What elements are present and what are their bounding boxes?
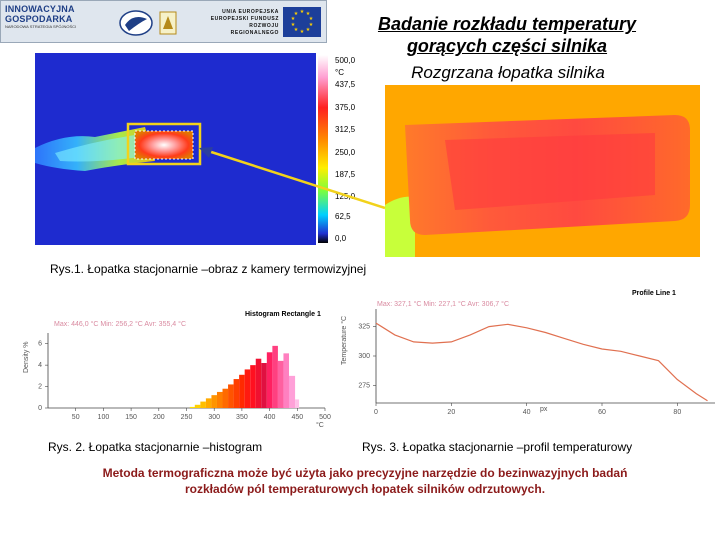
svg-text:★: ★	[309, 22, 314, 28]
scale-top: 500,0	[335, 56, 356, 65]
caption-rys3: Rys. 3. Łopatka stacjonarnie –profil tem…	[362, 440, 633, 454]
histogram-x-tick-label: 300	[208, 414, 220, 421]
histogram-bar	[228, 384, 234, 408]
thermal-image-zoom	[385, 85, 700, 257]
ue-line3: ROZWOJU REGIONALNEGO	[230, 23, 279, 36]
profile-series-line	[375, 322, 708, 402]
profile-y-tick-label: 275	[358, 382, 370, 389]
profile-x-tick-label: 40	[523, 409, 531, 416]
conclusion-line2: rozkładów pól temperaturowych łopatek si…	[184, 482, 546, 496]
histogram-x-tick-label: 450	[291, 414, 303, 421]
histogram-y-tick-label: 2	[38, 384, 42, 391]
svg-text:★: ★	[300, 29, 305, 35]
profile-ylabel: Temperature °C	[340, 316, 348, 365]
histogram-x-tick-label: 100	[98, 414, 110, 421]
innowacyjna-gospodarka-logo: INNOWACYJNA GOSPODARKA NARODOWA STRATEGI…	[5, 4, 93, 40]
ue-text: UNIA EUROPEJSKA EUROPEJSKI FUNDUSZ ROZWO…	[201, 9, 279, 37]
histogram-x-tick-label: 200	[153, 414, 165, 421]
page-title: Badanie rozkładu temperatury gorących cz…	[337, 13, 677, 57]
histogram-bar	[216, 391, 223, 408]
emblem-icon	[119, 10, 153, 36]
scale-label: 312,5	[335, 125, 356, 134]
profile-y-tick-label: 325	[358, 324, 370, 331]
logo-sub: NARODOWA STRATEGIA SPÓJNOŚCI	[5, 24, 77, 29]
histogram-bar	[189, 406, 195, 408]
histogram-stats: Max: 446,0 °C Min: 256,2 °C Avr: 355,4 °…	[54, 320, 186, 328]
histogram-bar	[277, 360, 284, 408]
profile-x-tick-label: 0	[374, 409, 378, 416]
histogram-header: Histogram Rectangle 1	[245, 311, 321, 318]
title-line2: gorących części silnika	[406, 36, 608, 56]
logo-line2: GOSPODARKA	[5, 14, 73, 24]
profile-y-tick-label: 300	[358, 353, 370, 360]
histogram-y-tick-label: 0	[38, 405, 42, 412]
histogram-bar	[283, 353, 289, 408]
scale-label: 437,5	[335, 80, 356, 89]
histogram-bar	[288, 375, 296, 408]
histogram-bar	[255, 358, 262, 408]
histogram-bar	[233, 379, 240, 408]
histogram-ylabel: Density %	[23, 341, 30, 373]
profile-chart: Profile Line 1 Max: 327,1 °C Min: 227,1 …	[340, 290, 715, 416]
svg-text:★: ★	[294, 27, 299, 33]
profile-x-tick-label: 80	[673, 409, 681, 416]
svg-text:★: ★	[291, 16, 296, 22]
svg-text:★: ★	[306, 11, 311, 17]
institution-icon	[159, 11, 177, 35]
svg-text:★: ★	[294, 11, 299, 17]
conclusion-text: Metoda termograficzna może być użyta jak…	[40, 465, 690, 497]
histogram-x-tick-label: 150	[125, 414, 137, 421]
histogram-x-tick-label: 500	[319, 414, 331, 421]
histogram-x-tick-label: 50	[72, 414, 80, 421]
subtitle: Rozgrzana łopatka silnika	[411, 63, 605, 82]
svg-text:★: ★	[309, 16, 314, 22]
histogram-x-tick-label: 250	[181, 414, 193, 421]
histogram-y-tick-label: 4	[38, 362, 42, 369]
histogram-x-tick-label: 400	[264, 414, 276, 421]
scale-unit: °C	[335, 68, 344, 77]
scale-label: 187,5	[335, 170, 356, 179]
scale-label: 250,0	[335, 148, 356, 157]
thermal-image-main	[35, 53, 316, 245]
histogram-bar	[205, 398, 212, 408]
ue-line2: EUROPEJSKI FUNDUSZ	[210, 16, 279, 22]
scale-label: 0,0	[335, 234, 347, 243]
svg-text:★: ★	[300, 9, 305, 15]
conclusion-line1: Metoda termograficzna może być użyta jak…	[102, 466, 628, 480]
histogram-x-tick-label: 350	[236, 414, 248, 421]
pointer-arrow	[199, 147, 386, 210]
profile-stats: Max: 327,1 °C Min: 227,1 °C Avr: 306,7 °…	[377, 300, 509, 308]
eu-flag-icon: ★ ★★★ ★★★★ ★★	[283, 7, 321, 37]
histogram-bar	[211, 395, 217, 408]
caption-rys1: Rys.1. Łopatka stacjonarnie –obraz z kam…	[50, 262, 367, 276]
histogram-bar	[295, 399, 300, 408]
scale-label: 375,0	[335, 103, 356, 112]
caption-rys2: Rys. 2. Łopatka stacjonarnie –histogram	[48, 440, 263, 454]
scale-label: 125,0	[335, 192, 356, 201]
histogram-y-tick-label: 6	[38, 341, 42, 348]
histogram-bar	[261, 363, 267, 408]
scale-label: 62,5	[335, 212, 351, 221]
profile-x-tick-label: 60	[598, 409, 606, 416]
histogram-bar	[250, 365, 256, 408]
logo-line1: INNOWACYJNA	[5, 4, 75, 14]
histogram-bar	[239, 374, 245, 408]
histogram-xlabel: °C	[316, 421, 324, 429]
profile-xlabel: px	[540, 406, 548, 413]
profile-x-tick-label: 20	[447, 409, 455, 416]
thermal-colorbar	[318, 55, 328, 243]
title-line1: Badanie rozkładu temperatury	[377, 14, 637, 34]
histogram-bar	[194, 404, 201, 408]
histogram-bar	[200, 401, 206, 408]
histogram-bar	[272, 345, 278, 408]
histogram-bar	[222, 388, 229, 408]
histogram-chart: Histogram Rectangle 1 Max: 446,0 °C Min:…	[23, 311, 331, 429]
logo-banner: INNOWACYJNA GOSPODARKA NARODOWA STRATEGI…	[0, 0, 327, 43]
svg-text:★: ★	[306, 27, 311, 33]
histogram-bar	[266, 352, 273, 408]
histogram-bar	[244, 369, 251, 408]
ue-line1: UNIA EUROPEJSKA	[222, 9, 279, 15]
profile-header: Profile Line 1	[632, 290, 676, 297]
svg-text:★: ★	[291, 22, 296, 28]
